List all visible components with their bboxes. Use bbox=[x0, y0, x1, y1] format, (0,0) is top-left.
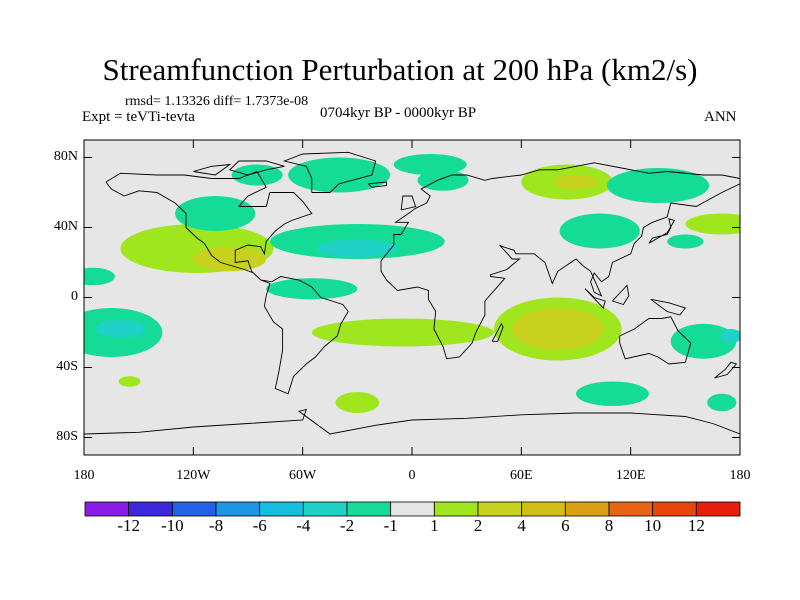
coastline-3 bbox=[619, 316, 692, 365]
colorbar-box-11 bbox=[564, 501, 610, 517]
x-tick-label: 120E bbox=[615, 468, 646, 483]
anomaly-contour-16 bbox=[317, 239, 398, 258]
figure-title: Streamfunction Perturbation at 200 hPa (… bbox=[102, 52, 698, 87]
anomaly-contour-20 bbox=[311, 318, 494, 347]
coastline-11 bbox=[491, 322, 504, 342]
colorbar-label: 12 bbox=[687, 516, 705, 535]
coastlines bbox=[84, 151, 740, 435]
anomaly-contour-0 bbox=[685, 213, 740, 235]
y-tick-label: 40N bbox=[53, 218, 78, 234]
anomaly-contour-24 bbox=[576, 381, 649, 406]
y-tick-label: 40S bbox=[56, 358, 78, 374]
colorbar-box-3 bbox=[215, 501, 261, 517]
anomaly-contour-23 bbox=[335, 392, 380, 413]
colorbar-box-5 bbox=[302, 501, 348, 517]
axis-ticks bbox=[83, 140, 741, 455]
y-tick-label: 80S bbox=[56, 428, 78, 444]
anomaly-contour-15 bbox=[266, 278, 358, 300]
anomaly-contour-11 bbox=[606, 168, 710, 203]
coastline-2 bbox=[380, 162, 740, 360]
x-tick-label: 0 bbox=[408, 468, 416, 483]
anomaly-contour-7 bbox=[393, 154, 467, 175]
colorbar-box-1 bbox=[128, 501, 173, 517]
colorbar-label: -8 bbox=[208, 516, 224, 535]
colorbar-box-10 bbox=[521, 501, 566, 517]
colorbar-box-4 bbox=[259, 501, 304, 517]
anomaly-contour-3 bbox=[193, 246, 267, 272]
anomaly-contour-5 bbox=[231, 164, 283, 186]
anomaly-layer bbox=[84, 154, 740, 413]
x-tick-label: 120W bbox=[176, 468, 211, 483]
colorbar-label: -10 bbox=[160, 516, 184, 535]
anomaly-contour-4 bbox=[175, 196, 256, 231]
colorbar-label: -6 bbox=[252, 516, 267, 535]
coastline-4 bbox=[84, 408, 740, 435]
colorbar-label: 6 bbox=[561, 516, 570, 535]
coastline-14 bbox=[193, 163, 232, 176]
anomaly-contour-13 bbox=[667, 234, 704, 249]
colorbar-label: 8 bbox=[604, 516, 614, 535]
colorbar-label: 2 bbox=[473, 516, 483, 535]
colorbar-label: 10 bbox=[644, 516, 662, 535]
x-tick-label: 60W bbox=[289, 468, 317, 483]
anomaly-contour-8 bbox=[417, 169, 469, 191]
colorbar-label: -2 bbox=[339, 516, 355, 535]
anomaly-contour-25 bbox=[670, 323, 737, 359]
coastline-5 bbox=[400, 195, 417, 211]
colorbar-box-7 bbox=[390, 501, 435, 517]
colorbar-box-9 bbox=[477, 501, 523, 517]
anomaly-contour-12 bbox=[559, 213, 640, 249]
x-tick-label: 180 bbox=[729, 468, 751, 483]
colorbar bbox=[84, 501, 741, 517]
colorbar-box-8 bbox=[433, 501, 479, 517]
coastline-12 bbox=[367, 181, 387, 188]
anomaly-contour-6 bbox=[288, 157, 391, 193]
x-tick-label: 60E bbox=[510, 468, 533, 483]
period-label: 0704kyr BP - 0000kyr BP bbox=[320, 105, 477, 121]
anomaly-contour-22 bbox=[512, 308, 604, 350]
anomaly-contour-18 bbox=[94, 320, 146, 338]
y-tick-label: 80N bbox=[53, 148, 78, 164]
anomaly-contour-27 bbox=[707, 393, 737, 412]
experiment-label: Expt = teVTi-tevta bbox=[82, 109, 195, 125]
colorbar-box-13 bbox=[652, 501, 697, 517]
colorbar-label: 1 bbox=[430, 516, 439, 535]
colorbar-label: -12 bbox=[117, 516, 140, 535]
coastline-8 bbox=[612, 284, 630, 306]
coastline-6 bbox=[648, 218, 676, 244]
colorbar-box-0 bbox=[84, 501, 130, 517]
colorbar-label: -1 bbox=[383, 516, 398, 535]
colorbar-box-14 bbox=[695, 501, 741, 517]
colorbar-box-2 bbox=[171, 501, 217, 517]
season-label: ANN bbox=[704, 109, 737, 125]
x-tick-label: 180 bbox=[73, 468, 95, 483]
anomaly-contour-26 bbox=[719, 329, 740, 343]
y-tick-label: 0 bbox=[71, 288, 78, 304]
coastline-10 bbox=[714, 361, 738, 379]
coastline-1 bbox=[282, 151, 377, 193]
anomaly-contour-10 bbox=[554, 175, 598, 189]
coastline-7 bbox=[584, 288, 606, 309]
coastline-9 bbox=[650, 298, 687, 316]
colorbar-box-12 bbox=[608, 501, 654, 517]
colorbar-box-6 bbox=[346, 501, 392, 517]
anomaly-contour-1 bbox=[84, 267, 115, 286]
coastline-13 bbox=[228, 160, 285, 176]
coastline-0 bbox=[105, 170, 349, 395]
colorbar-label: -4 bbox=[296, 516, 311, 535]
stats-text: rmsd= 1.13326 diff= 1.7373e-08 bbox=[125, 94, 309, 109]
colorbar-label: 4 bbox=[517, 516, 526, 535]
anomaly-contour-19 bbox=[118, 376, 141, 387]
